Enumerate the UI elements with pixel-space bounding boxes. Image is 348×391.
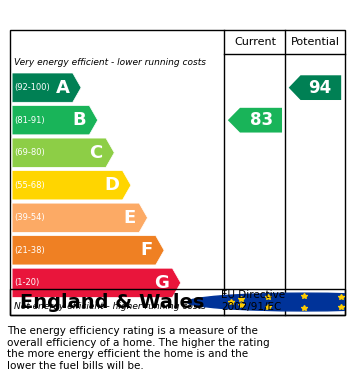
Text: B: B (72, 111, 86, 129)
Text: Current: Current (234, 37, 276, 47)
Text: (55-68): (55-68) (14, 181, 45, 190)
Text: (69-80): (69-80) (14, 148, 45, 157)
Polygon shape (12, 170, 131, 200)
Text: Not energy efficient - higher running costs: Not energy efficient - higher running co… (14, 302, 206, 311)
Polygon shape (12, 106, 98, 135)
Text: F: F (140, 241, 152, 259)
Text: (92-100): (92-100) (14, 83, 49, 92)
Text: 83: 83 (250, 111, 273, 129)
Text: G: G (154, 274, 169, 292)
Text: The energy efficiency rating is a measure of the
overall efficiency of a home. T: The energy efficiency rating is a measur… (7, 326, 270, 371)
Polygon shape (12, 138, 114, 167)
Text: 94: 94 (308, 79, 332, 97)
Polygon shape (12, 236, 164, 265)
Polygon shape (12, 268, 181, 298)
Text: (81-91): (81-91) (14, 116, 45, 125)
Text: Very energy efficient - lower running costs: Very energy efficient - lower running co… (14, 58, 206, 67)
Text: C: C (89, 144, 103, 162)
Text: (21-38): (21-38) (14, 246, 45, 255)
Text: E: E (124, 209, 136, 227)
Text: Energy Efficiency Rating: Energy Efficiency Rating (10, 5, 258, 23)
Text: D: D (104, 176, 119, 194)
Circle shape (188, 293, 348, 311)
Polygon shape (12, 73, 81, 102)
Text: Potential: Potential (291, 37, 339, 47)
Text: (1-20): (1-20) (14, 278, 39, 287)
Text: EU Directive
2002/91/EC: EU Directive 2002/91/EC (221, 290, 285, 312)
Polygon shape (228, 108, 282, 133)
Text: (39-54): (39-54) (14, 213, 45, 222)
Polygon shape (289, 75, 341, 100)
Polygon shape (12, 203, 148, 232)
Text: England & Wales: England & Wales (21, 292, 205, 312)
Text: A: A (55, 79, 69, 97)
